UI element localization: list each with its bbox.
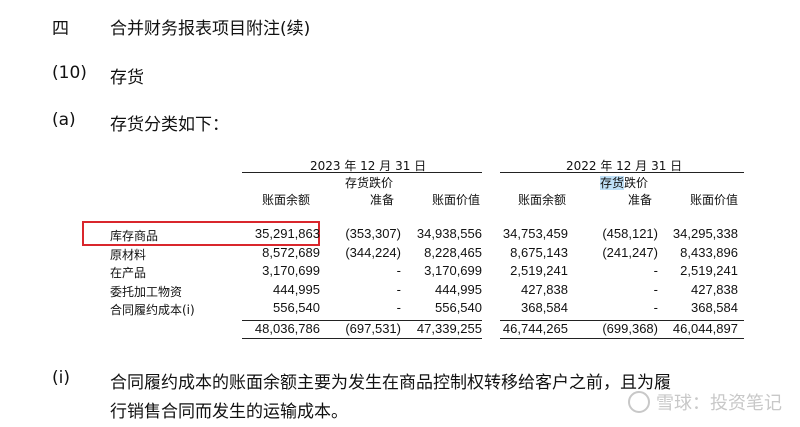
table-cell: (353,307) [345, 226, 401, 241]
table-cell: 34,938,556 [416, 226, 482, 241]
table-cell: 2,519,241 [510, 263, 568, 278]
table-cell: 368,584 [521, 300, 568, 315]
snowball-logo-icon [628, 391, 650, 413]
selected-text-highlight: 存货 [600, 176, 625, 190]
table-cell: 35,291,863 [254, 226, 320, 241]
table-cell: 427,838 [691, 282, 738, 297]
period-2022-header: 2022 年 12 月 31 日 [566, 159, 683, 173]
table-cell: 34,753,459 [502, 226, 568, 241]
row-label: 原材料 [110, 248, 147, 262]
total-top-rule-2023 [242, 320, 482, 321]
table-cell: 444,995 [273, 282, 320, 297]
total-cell: (699,368) [602, 321, 658, 336]
col-provision-2022-line2: 准备 [628, 193, 653, 207]
row-label: 合同履约成本(i) [110, 303, 195, 317]
table-cell: 8,433,896 [680, 245, 738, 260]
total-cell: 46,744,265 [502, 321, 568, 336]
table-cell: - [653, 263, 658, 278]
table-cell: 556,540 [435, 300, 482, 315]
table-cell: 34,295,338 [672, 226, 738, 241]
table-cell: (344,224) [345, 245, 401, 260]
col-book-balance-2022: 账面余额 [518, 193, 567, 207]
table-cell: 427,838 [521, 282, 568, 297]
row-label: 委托加工物资 [110, 285, 183, 299]
table-cell: 3,170,699 [424, 263, 482, 278]
total-top-rule-2022 [500, 320, 744, 321]
note-i-line2: 行销售合同而发生的运输成本。 [110, 402, 348, 422]
item-a-number: (a) [52, 110, 76, 130]
section-title: 合并财务报表项目附注(续) [110, 19, 311, 39]
total-cell: 47,339,255 [416, 321, 482, 336]
table-cell: 444,995 [435, 282, 482, 297]
section-number: 四 [52, 19, 69, 39]
table-cell: 8,675,143 [510, 245, 568, 260]
col-book-balance-2023: 账面余额 [262, 193, 311, 207]
period-2023-underline [242, 172, 482, 173]
table-cell: - [653, 300, 658, 315]
table-cell: 368,584 [691, 300, 738, 315]
table-cell: (241,247) [602, 245, 658, 260]
total-bottom-rule-2023 [242, 338, 482, 339]
table-cell: 2,519,241 [680, 263, 738, 278]
row-label: 库存商品 [110, 229, 159, 243]
item-a-title: 存货分类如下： [110, 115, 229, 135]
col-provision-2023-line2: 准备 [370, 193, 395, 207]
col-provision-2022-line1: 存货跌价 [600, 176, 649, 190]
table-cell: - [396, 263, 401, 278]
table-cell: - [653, 282, 658, 297]
col-carrying-2022: 账面价值 [690, 193, 739, 207]
note-i-line1: 合同履约成本的账面余额主要为发生在商品控制权转移给客户之前，且为履 [110, 373, 671, 393]
total-cell: 46,044,897 [672, 321, 738, 336]
table-cell: - [396, 282, 401, 297]
subsection-number: (10) [52, 63, 87, 83]
watermark: 雪球：投资笔记 [628, 389, 782, 415]
table-cell: 3,170,699 [262, 263, 320, 278]
note-i-number: (i) [52, 368, 70, 388]
period-2022-underline [500, 172, 744, 173]
watermark-text: 雪球：投资笔记 [656, 393, 782, 414]
total-cell: (697,531) [345, 321, 401, 336]
period-2023-header: 2023 年 12 月 31 日 [310, 159, 427, 173]
table-cell: 8,572,689 [262, 245, 320, 260]
total-bottom-rule-2022 [500, 338, 744, 339]
col-carrying-2023: 账面价值 [432, 193, 481, 207]
highlight-box [82, 221, 320, 246]
subsection-title: 存货 [110, 68, 144, 88]
table-cell: 8,228,465 [424, 245, 482, 260]
table-cell: (458,121) [602, 226, 658, 241]
table-cell: - [396, 300, 401, 315]
row-label: 在产品 [110, 266, 147, 280]
total-cell: 48,036,786 [254, 321, 320, 336]
col-provision-2023-line1: 存货跌价 [345, 176, 394, 190]
table-cell: 556,540 [273, 300, 320, 315]
